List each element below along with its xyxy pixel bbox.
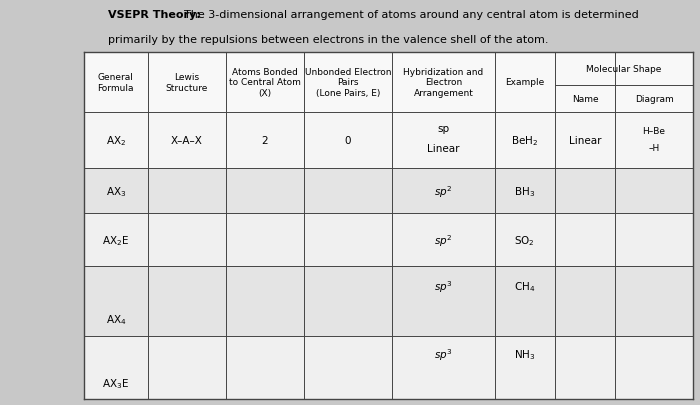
Text: $sp^3$: $sp^3$: [434, 278, 453, 294]
Bar: [84, 337, 693, 399]
Text: $sp^2$: $sp^2$: [434, 183, 452, 199]
Text: X–A–X: X–A–X: [171, 136, 202, 145]
Text: Hybridization and
Electron
Arrangement: Hybridization and Electron Arrangement: [403, 68, 484, 98]
Text: AX$_4$: AX$_4$: [106, 312, 126, 326]
Text: Unbonded Electron
Pairs
(Lone Pairs, E): Unbonded Electron Pairs (Lone Pairs, E): [304, 68, 391, 98]
Bar: [84, 113, 693, 168]
Text: The 3-dimensional arrangement of atoms around any central atom is determined: The 3-dimensional arrangement of atoms a…: [184, 10, 639, 20]
Text: Name: Name: [572, 95, 598, 104]
Text: sp: sp: [438, 124, 449, 133]
Bar: [84, 168, 693, 214]
Text: 0: 0: [344, 136, 351, 145]
Text: BeH$_2$: BeH$_2$: [511, 134, 538, 147]
Text: Atoms Bonded
to Central Atom
(X): Atoms Bonded to Central Atom (X): [229, 68, 300, 98]
Text: NH$_3$: NH$_3$: [514, 347, 536, 361]
Text: Linear: Linear: [427, 144, 460, 153]
Text: $sp^2$: $sp^2$: [434, 232, 452, 248]
Text: AX$_2$E: AX$_2$E: [102, 233, 130, 247]
Text: AX$_3$E: AX$_3$E: [102, 377, 130, 390]
Bar: [84, 53, 693, 113]
Text: General
Formula: General Formula: [97, 73, 134, 92]
Text: 2: 2: [261, 136, 268, 145]
Text: Lewis
Structure: Lewis Structure: [165, 73, 208, 92]
Text: Linear: Linear: [569, 136, 601, 145]
Text: $sp^3$: $sp^3$: [434, 346, 453, 362]
Text: AX$_3$: AX$_3$: [106, 184, 126, 198]
Text: H–Be: H–Be: [643, 127, 666, 136]
Text: SO$_2$: SO$_2$: [514, 233, 536, 247]
Bar: [84, 53, 693, 399]
Text: Example: Example: [505, 78, 545, 87]
Text: CH$_4$: CH$_4$: [514, 279, 536, 293]
Text: primarily by the repulsions between electrons in the valence shell of the atom.: primarily by the repulsions between elec…: [108, 35, 549, 45]
Text: VSEPR Theory:: VSEPR Theory:: [108, 10, 202, 20]
Text: Diagram: Diagram: [635, 95, 673, 104]
Bar: [84, 267, 693, 337]
Text: –H: –H: [648, 143, 659, 152]
Bar: [84, 214, 693, 267]
Text: AX$_2$: AX$_2$: [106, 134, 126, 147]
Text: BH$_3$: BH$_3$: [514, 184, 536, 198]
Text: Molecular Shape: Molecular Shape: [587, 65, 662, 74]
